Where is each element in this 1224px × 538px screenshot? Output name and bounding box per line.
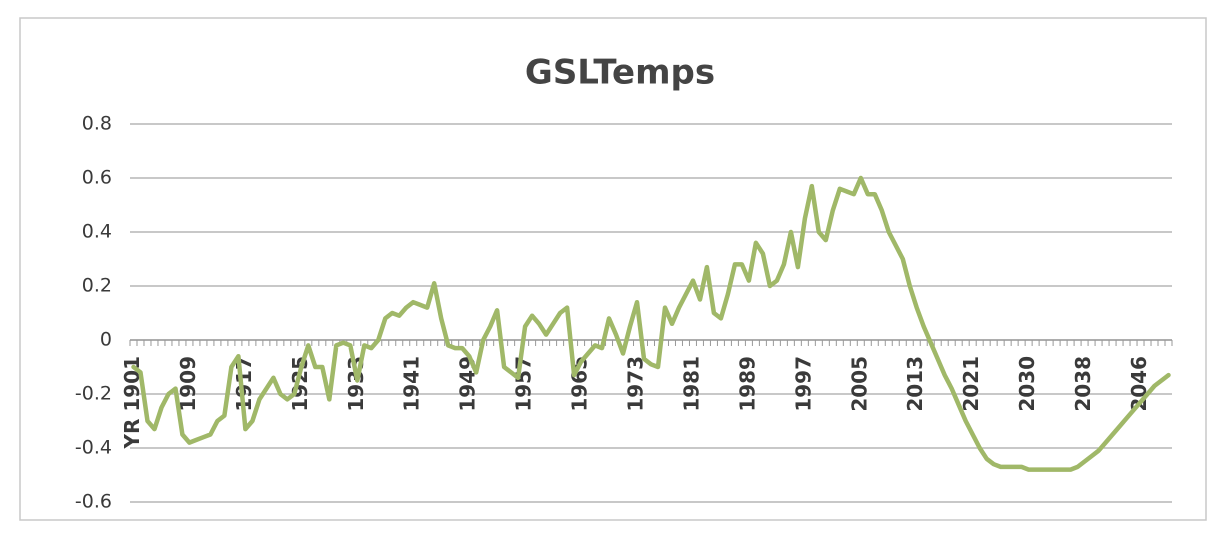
x-tick-label: 1957	[512, 356, 536, 412]
y-tick-label: 0.4	[82, 221, 112, 243]
x-tick-label: 1989	[735, 356, 759, 412]
y-tick-label: 0.8	[82, 113, 112, 135]
x-tick-label: 1909	[176, 356, 200, 412]
y-tick-label: -0.4	[75, 437, 112, 459]
x-tick-label: 1997	[791, 356, 815, 412]
x-tick-label: 2021	[959, 356, 983, 412]
y-tick-label: 0.6	[82, 167, 112, 189]
x-tick-label: 2005	[847, 356, 871, 412]
x-tick-label: 1941	[400, 356, 424, 412]
x-tick-label: 1973	[624, 356, 648, 412]
y-tick-label: -0.6	[75, 491, 112, 513]
y-tick-label: 0.2	[82, 275, 112, 297]
x-tick-label: 2038	[1071, 356, 1095, 412]
y-tick-label: -0.2	[75, 383, 112, 405]
x-ticks	[129, 340, 1173, 346]
chart-frame	[19, 17, 1207, 521]
y-tick-label: 0	[100, 329, 112, 351]
x-tick-label: 2013	[903, 356, 927, 412]
chart-title: GSLTemps	[525, 53, 715, 93]
data-line	[131, 175, 1171, 472]
x-tick-label: 1981	[679, 356, 703, 412]
x-tick-label: 2030	[1015, 356, 1039, 412]
